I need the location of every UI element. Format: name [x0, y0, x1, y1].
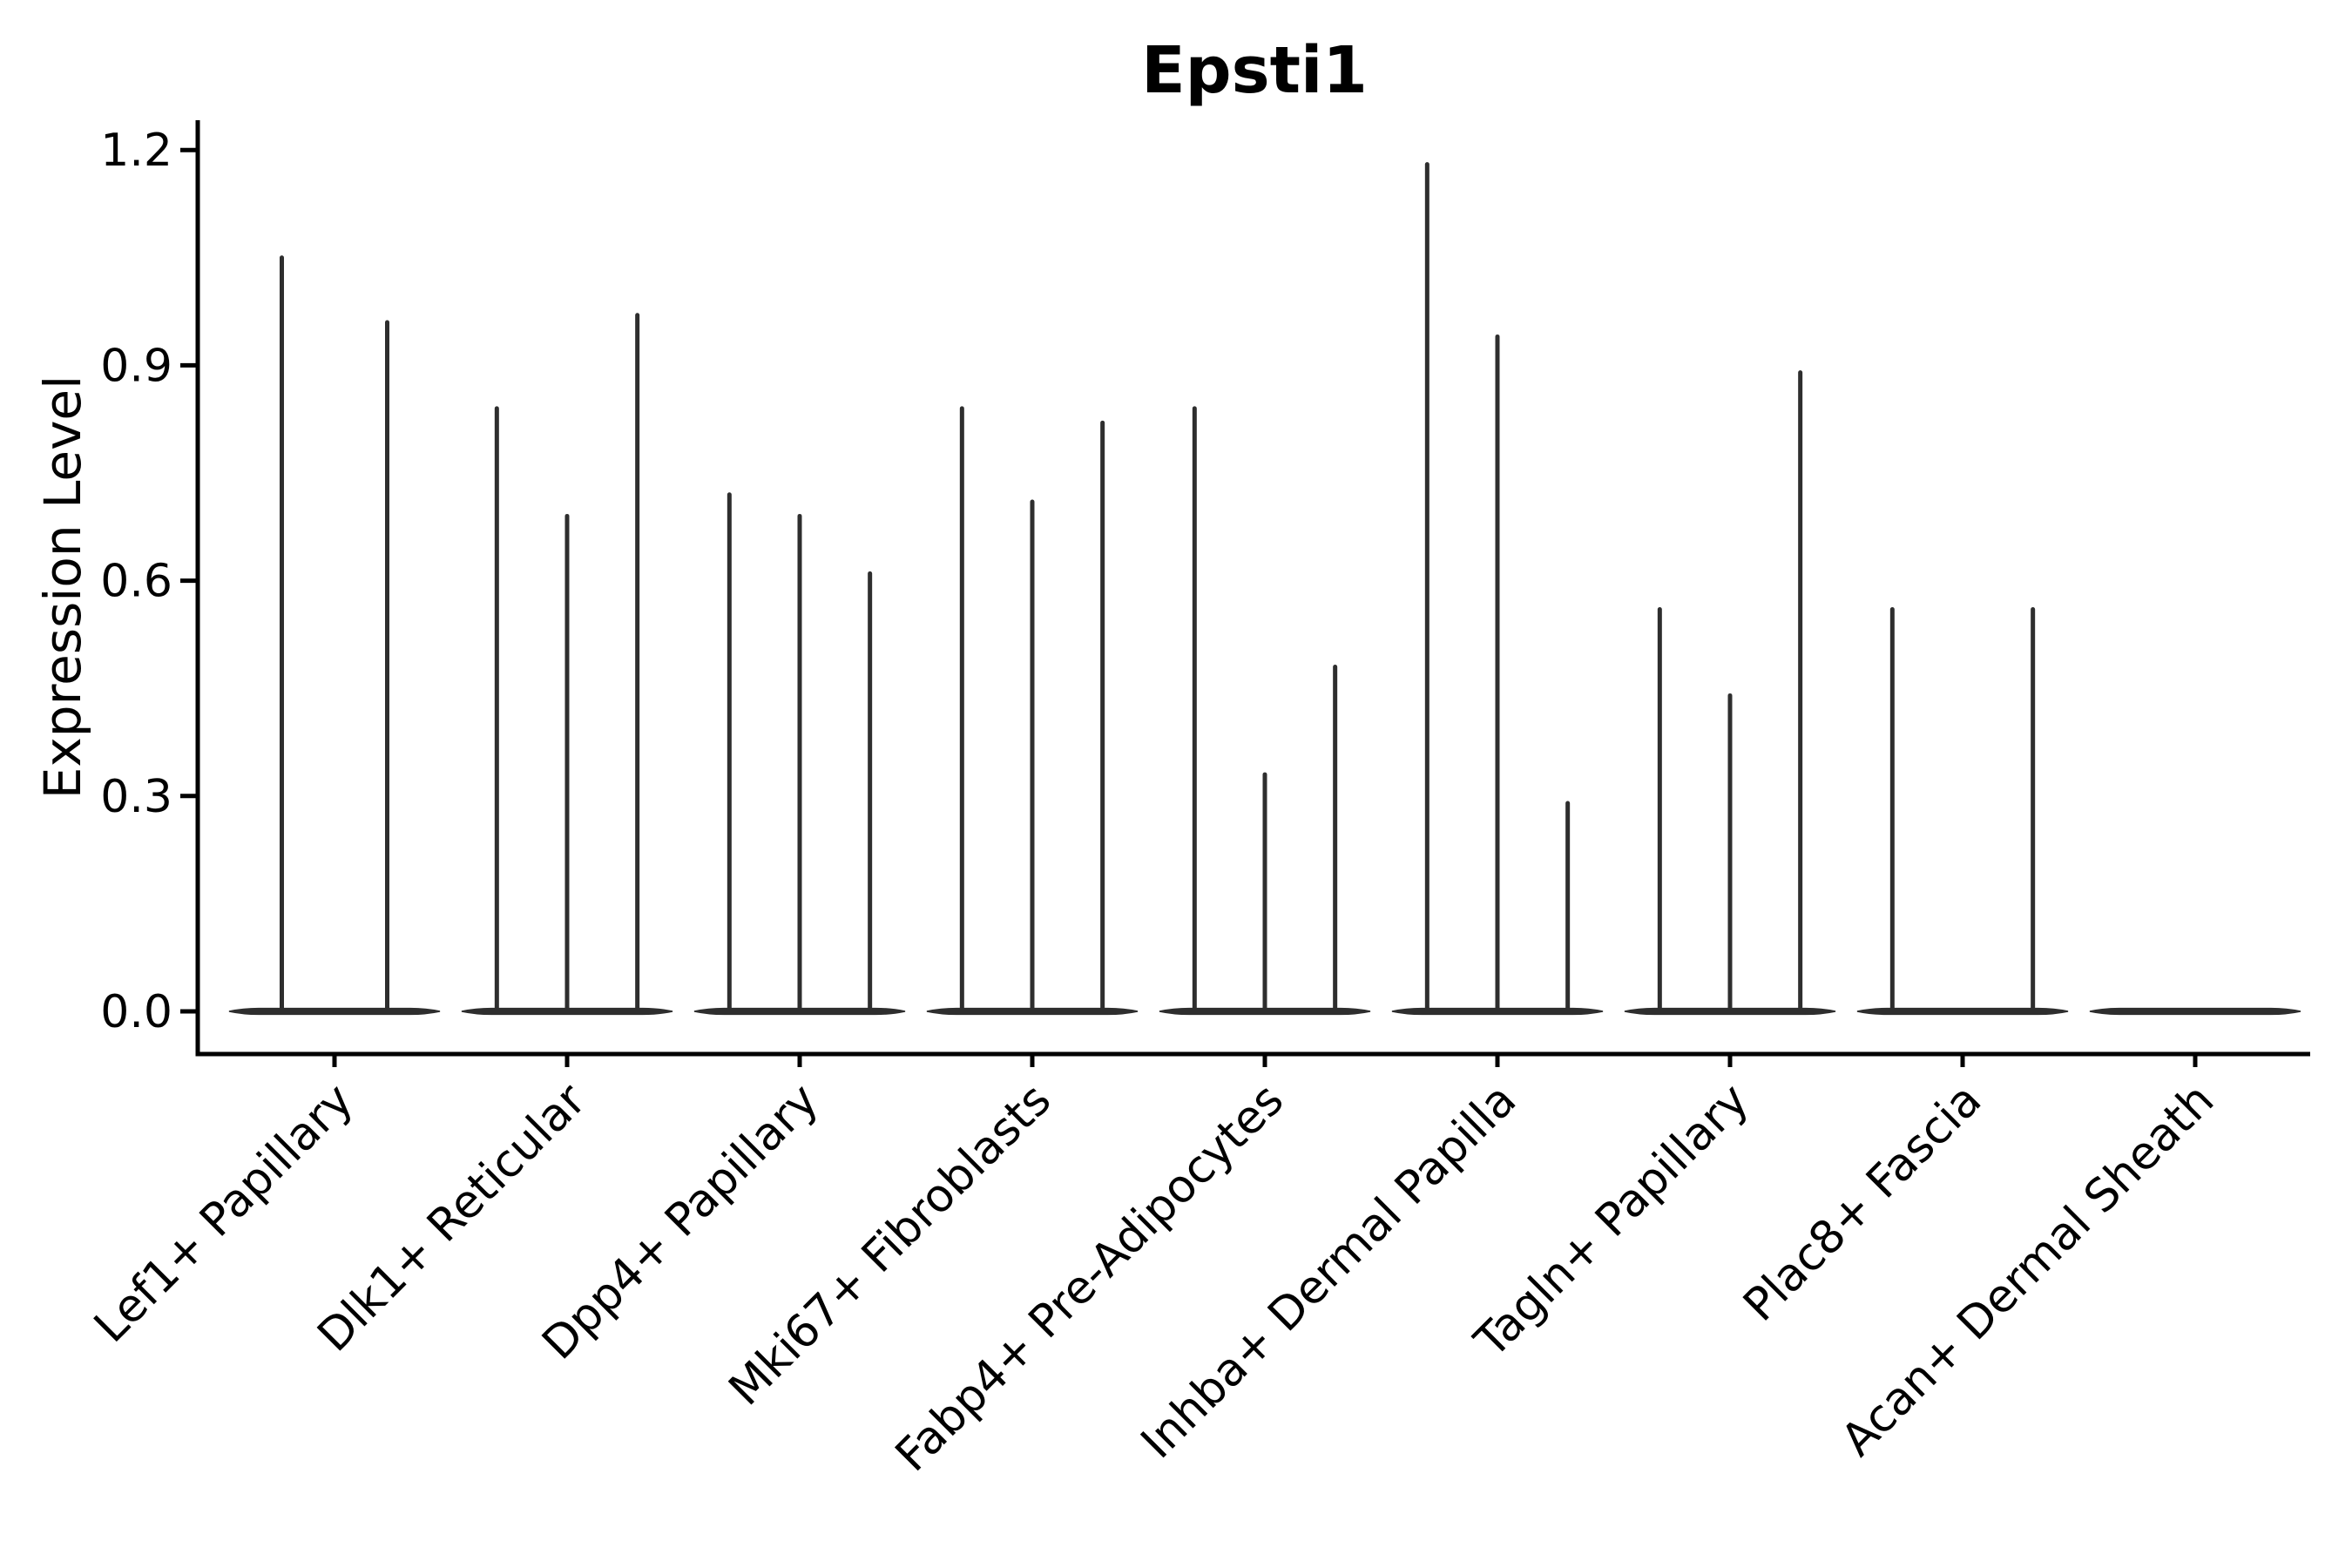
y-axis-label: Expression Level [33, 375, 92, 799]
plot-title: Epsti1 [1141, 33, 1368, 108]
violin-group [228, 255, 441, 1016]
violin-group [926, 406, 1139, 1016]
violins [228, 162, 2301, 1016]
violin-group [1159, 406, 1371, 1016]
y-tick-label: 1.2 [100, 125, 172, 177]
violin-group [1856, 607, 2069, 1016]
x-tick-label: Fabp4+ Pre-Adipocytes [886, 1074, 1294, 1482]
violin-baseline [1856, 1007, 2069, 1016]
violin-group [1624, 370, 1836, 1016]
violin-baseline [2089, 1007, 2301, 1016]
violin-group [693, 492, 906, 1016]
y-tick-label: 0.6 [100, 556, 172, 608]
x-tick-label: Inhba+ Dermal Papilla [1132, 1074, 1526, 1469]
violin-group [2089, 1007, 2301, 1016]
x-tick-label: Acan+ Dermal Sheath [1832, 1074, 2225, 1467]
y-tick-label: 0.9 [100, 340, 172, 392]
y-tick-label: 0.0 [100, 986, 172, 1038]
y-axis: 0.0 0.3 0.6 0.9 1.2 [100, 120, 200, 1057]
violin-group [1391, 162, 1604, 1016]
x-tick-label: Plac8+ Fascia [1734, 1074, 1991, 1332]
violin-baseline [228, 1007, 441, 1016]
y-tick-label: 0.3 [100, 771, 172, 823]
violin-group [461, 313, 673, 1016]
